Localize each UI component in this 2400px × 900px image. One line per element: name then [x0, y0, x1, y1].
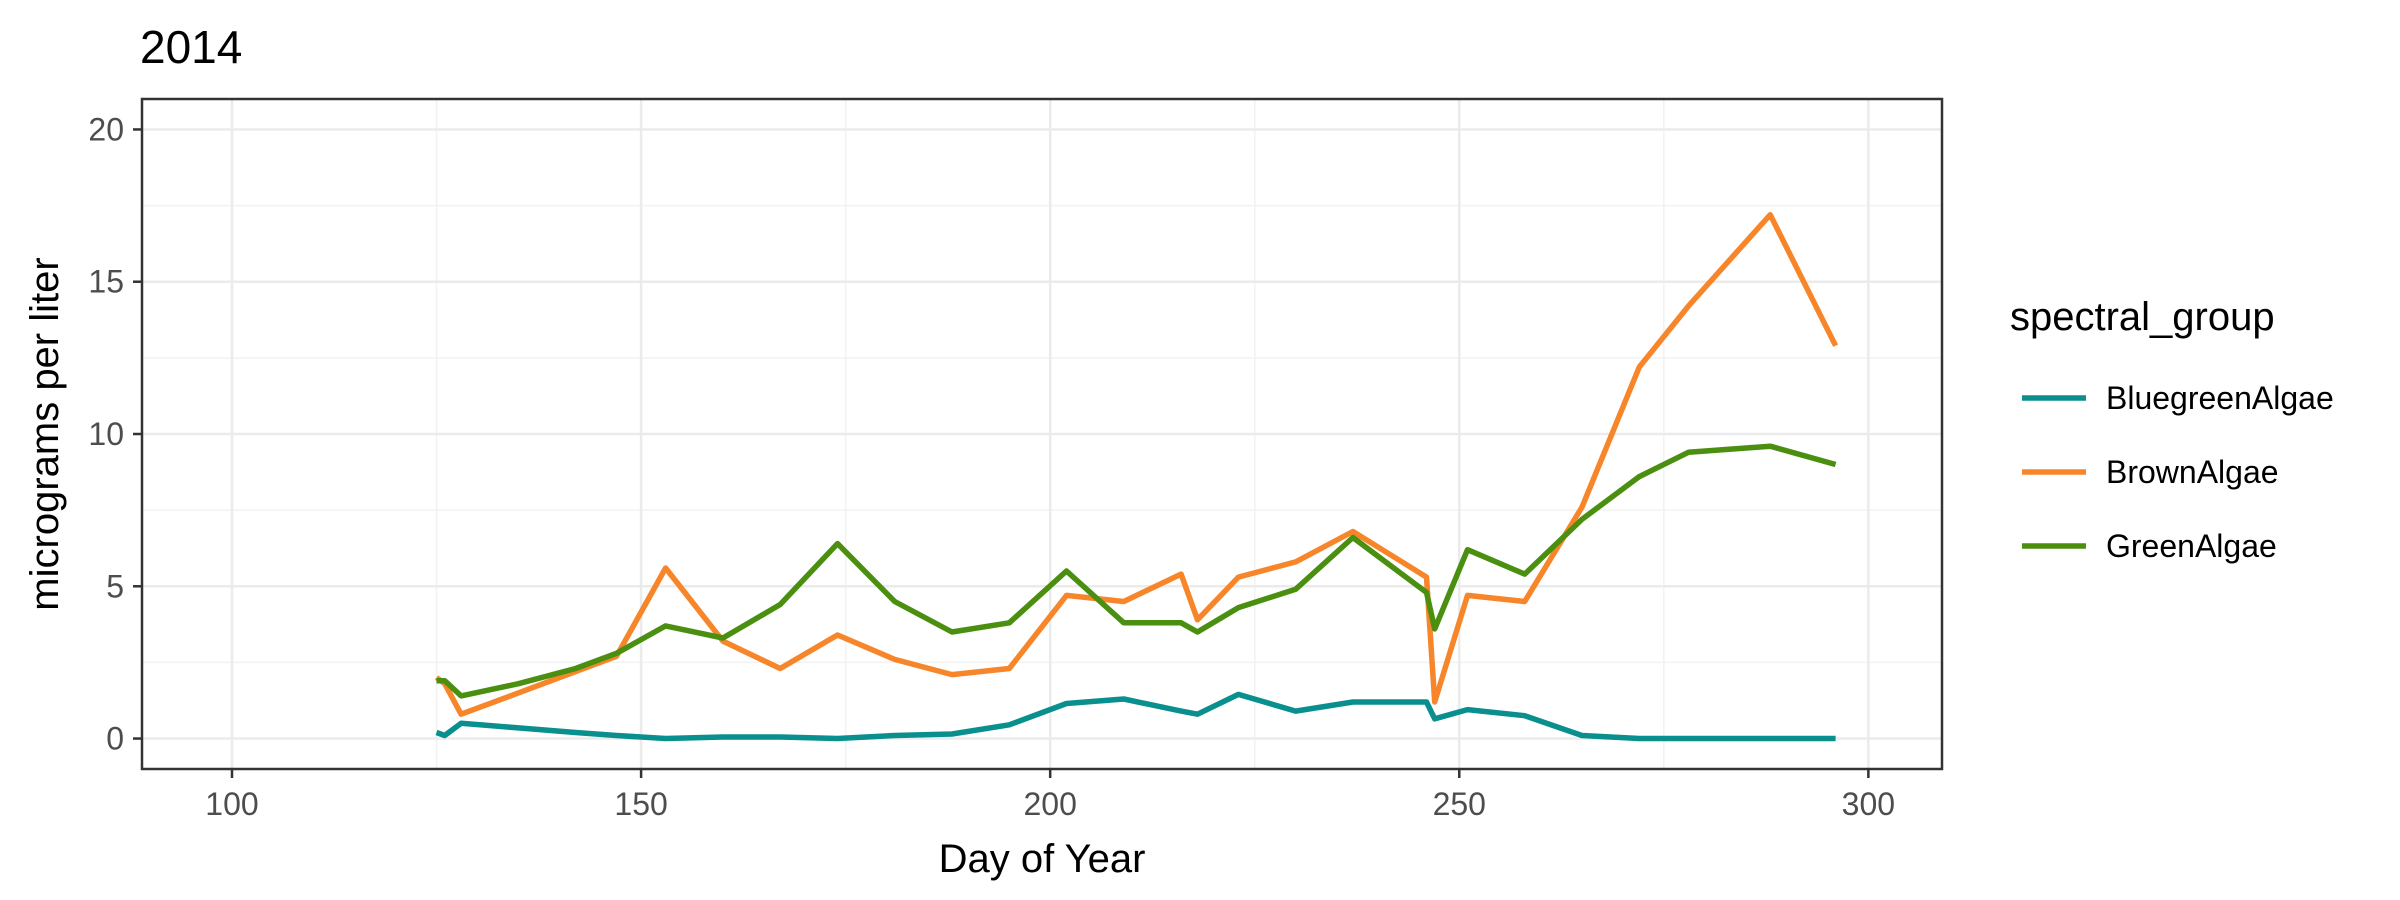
- legend-label-bluegreenalgae: BluegreenAlgae: [2106, 380, 2334, 416]
- y-tick-label: 5: [106, 568, 124, 604]
- y-tick-label: 10: [88, 416, 124, 452]
- y-tick-label: 20: [88, 111, 124, 147]
- x-axis-ticks: 100 150 200 250 300: [205, 769, 1895, 822]
- legend-items: BluegreenAlgae BrownAlgae GreenAlgae: [2022, 380, 2334, 564]
- y-axis-ticks: 0 5 10 15 20: [88, 111, 142, 757]
- legend: spectral_group BluegreenAlgae BrownAlgae G…: [2010, 295, 2334, 564]
- series-line-brownalgae: [434, 211, 1839, 717]
- x-tick-label: 100: [205, 786, 258, 822]
- chart-title: 2014: [140, 21, 242, 73]
- series-line-bluegreenalgae: [435, 691, 1836, 742]
- legend-label-brownalgae: BrownAlgae: [2106, 454, 2279, 490]
- y-tick-label: 15: [88, 264, 124, 300]
- legend-title: spectral_group: [2010, 295, 2275, 339]
- y-tick-label: 0: [106, 721, 124, 757]
- series-line-greenalgae: [436, 443, 1837, 699]
- series-layer: [434, 211, 1839, 742]
- legend-label-greenalgae: GreenAlgae: [2106, 528, 2277, 564]
- x-tick-label: 300: [1842, 786, 1895, 822]
- x-axis-label: Day of Year: [939, 837, 1146, 881]
- x-tick-label: 200: [1023, 786, 1076, 822]
- x-tick-label: 250: [1433, 786, 1486, 822]
- y-axis-label: micrograms per liter: [23, 257, 67, 610]
- x-tick-label: 150: [614, 786, 667, 822]
